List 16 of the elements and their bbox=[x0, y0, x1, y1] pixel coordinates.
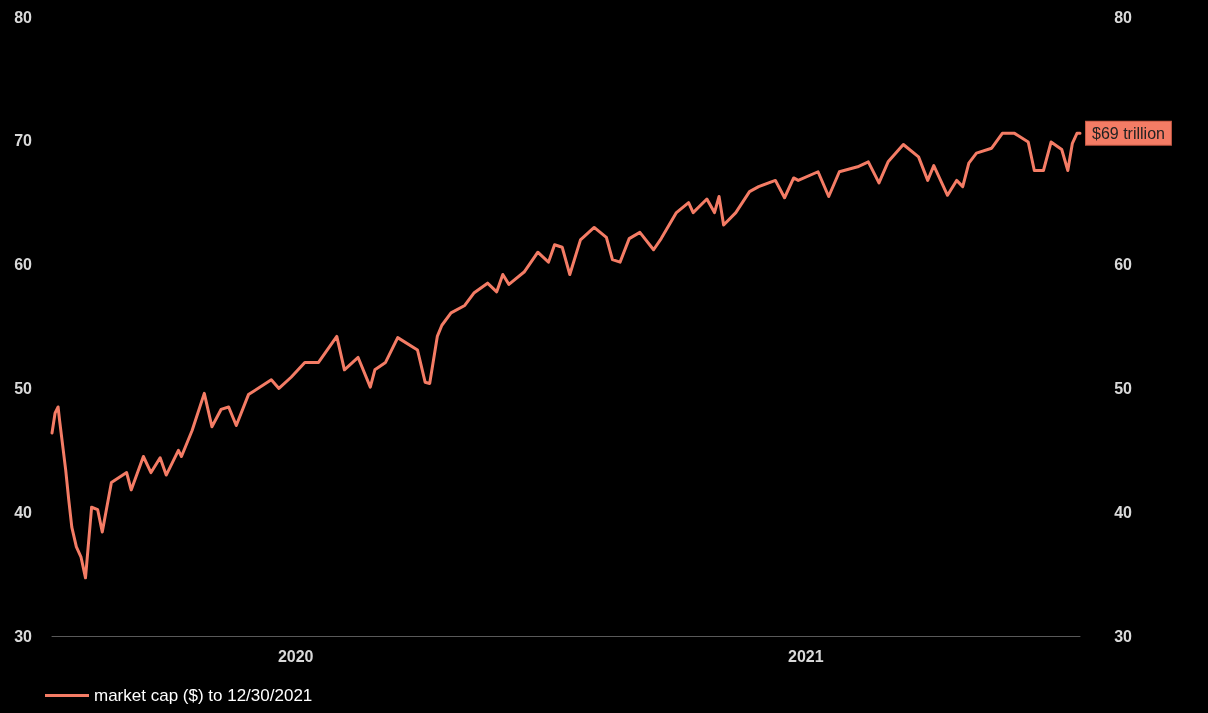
y-tick-label: 60 bbox=[14, 256, 33, 274]
y2-tick-label: 60 bbox=[1114, 256, 1133, 274]
y2-tick-label: 30 bbox=[1114, 627, 1133, 645]
annotation: $69 trillion bbox=[1092, 124, 1165, 142]
y2-tick-label: 50 bbox=[1114, 379, 1133, 397]
y-tick-label: 50 bbox=[14, 379, 33, 397]
legend-label: market cap ($) to 12/30/2021 bbox=[94, 686, 313, 705]
y2-tick-label: 80 bbox=[1114, 8, 1133, 26]
x-tick-label: 2021 bbox=[788, 647, 824, 665]
y-tick-label: 80 bbox=[14, 8, 33, 26]
x-tick-label: 2020 bbox=[277, 647, 314, 665]
y2-tick-label: 40 bbox=[1114, 503, 1133, 521]
line-series bbox=[50, 131, 1082, 580]
y-tick-label: 40 bbox=[14, 503, 33, 521]
y-tick-label: 30 bbox=[14, 627, 33, 645]
y-tick-label: 70 bbox=[14, 132, 33, 150]
